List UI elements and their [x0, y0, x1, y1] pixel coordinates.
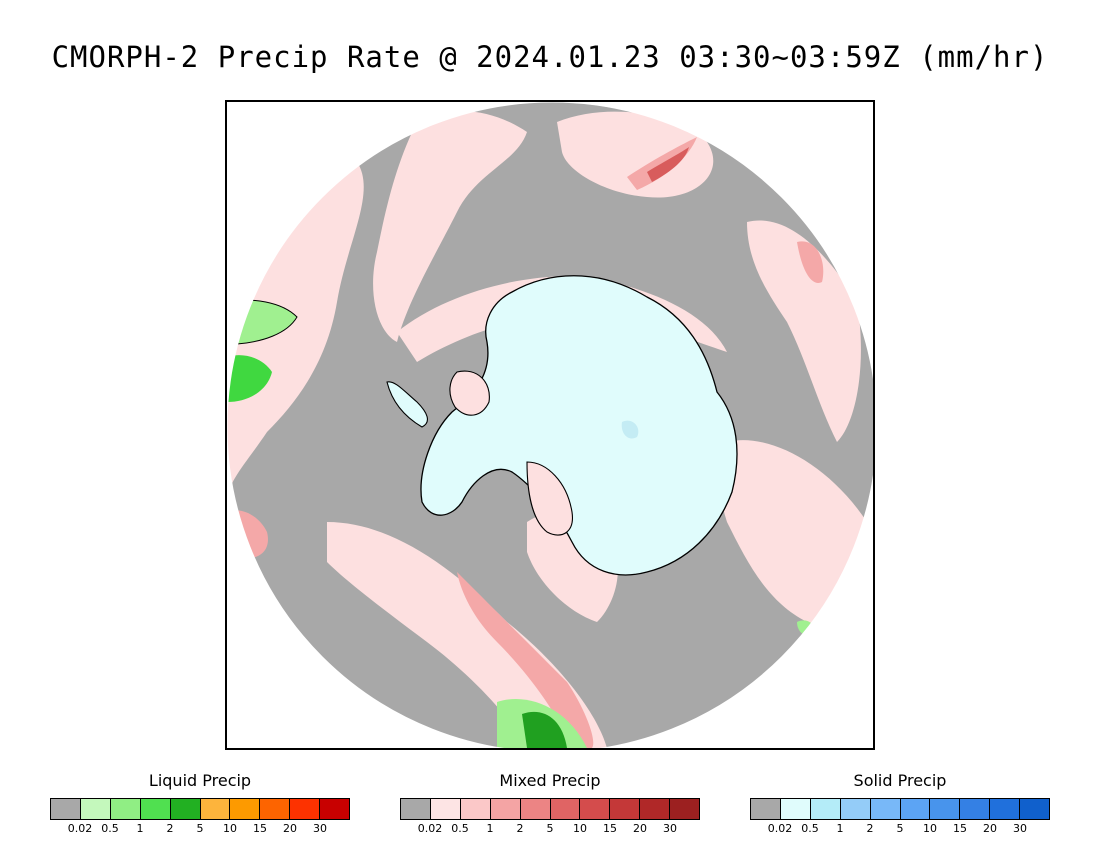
legend-liquid-ticks: 0.02 0.5 1 2 5 10 15 20 30: [50, 822, 350, 836]
legend-tick-label: 1: [836, 822, 844, 835]
legend-tick-label: 5: [546, 822, 554, 835]
legend-swatch-4: [870, 799, 901, 819]
legend-swatch-5: [200, 799, 231, 819]
legend-tick-label: 2: [166, 822, 174, 835]
legend-tick-label: 0.5: [801, 822, 819, 835]
mixed-precip-area-east: [719, 440, 869, 624]
legend-swatch-1: [430, 799, 461, 819]
mixed-precip-area-southwest-band: [327, 522, 607, 748]
mixed-precip-area-west: [227, 162, 364, 502]
legend-tick-label: 5: [896, 822, 904, 835]
legend-tick-label: 0.02: [767, 822, 793, 835]
map-globe: [227, 102, 873, 748]
legend-swatch-5: [550, 799, 581, 819]
legend-tick-label: 1: [486, 822, 494, 835]
legend-swatch-9: [670, 799, 700, 819]
legend-swatch-9: [320, 799, 350, 819]
legend-tick-label: 15: [253, 822, 267, 835]
legend-swatch-6: [930, 799, 961, 819]
liquid-precip-south-core: [522, 711, 567, 748]
legend-swatch-0: [401, 799, 431, 819]
legend-swatch-5: [900, 799, 931, 819]
legend-swatch-6: [230, 799, 261, 819]
legend-tick-label: 0.5: [101, 822, 119, 835]
legend-swatch-8: [640, 799, 671, 819]
legend-tick-label: 30: [663, 822, 677, 835]
mixed-precip-area-northeast: [747, 220, 861, 442]
legend-tick-label: 15: [953, 822, 967, 835]
legend-swatch-3: [840, 799, 871, 819]
legend-tick-label: 0.02: [417, 822, 443, 835]
polar-precip-map: [225, 100, 875, 750]
ross-sea-embayment: [526, 461, 573, 536]
legend-swatch-9: [1020, 799, 1050, 819]
legend-mixed-title: Mixed Precip: [499, 771, 601, 790]
mixed-precip-area-northwest: [373, 111, 527, 342]
weddell-sea-embayment: [449, 370, 490, 416]
legend-swatch-7: [260, 799, 291, 819]
mixed-precip-strong-east-patch: [797, 241, 824, 283]
legend-liquid-swatches: [50, 798, 350, 820]
legend-liquid-precip: Liquid Precip 0.02 0.5 1 2 5 10 15 20 30: [50, 770, 350, 836]
legend-swatch-2: [810, 799, 841, 819]
legend-swatch-4: [520, 799, 551, 819]
legend-swatch-0: [51, 799, 81, 819]
legend-tick-label: 10: [223, 822, 237, 835]
legend-solid-ticks: 0.02 0.5 1 2 5 10 15 20 30: [750, 822, 1050, 836]
mixed-precip-strong-southwest-band: [457, 572, 594, 748]
legend-swatch-6: [580, 799, 611, 819]
mixed-precip-area-north-swirl: [557, 111, 714, 198]
legend-swatch-7: [960, 799, 991, 819]
mixed-precip-heavy-north-core: [647, 147, 689, 182]
legend-tick-label: 30: [313, 822, 327, 835]
legend-swatch-0: [751, 799, 781, 819]
legend-tick-label: 10: [923, 822, 937, 835]
legend-swatch-1: [780, 799, 811, 819]
legend-solid-swatches: [750, 798, 1050, 820]
legend-swatch-7: [610, 799, 641, 819]
legend-tick-label: 20: [283, 822, 297, 835]
legend-tick-label: 20: [633, 822, 647, 835]
legend-tick-label: 5: [196, 822, 204, 835]
legend-mixed-precip: Mixed Precip 0.02 0.5 1 2 5 10 15 20 30: [400, 770, 700, 836]
legend-swatch-8: [290, 799, 321, 819]
legend-tick-label: 2: [866, 822, 874, 835]
legend-swatch-2: [460, 799, 491, 819]
antarctic-peninsula: [386, 381, 428, 428]
legend-swatch-8: [990, 799, 1021, 819]
legend-swatch-3: [490, 799, 521, 819]
legend-tick-label: 1: [136, 822, 144, 835]
legend-mixed-swatches: [400, 798, 700, 820]
legend-tick-label: 20: [983, 822, 997, 835]
legend-tick-label: 15: [603, 822, 617, 835]
legend-swatch-3: [140, 799, 171, 819]
liquid-precip-west: [227, 355, 272, 402]
legend-tick-label: 10: [573, 822, 587, 835]
legend-solid-title: Solid Precip: [853, 771, 947, 790]
legend-swatch-4: [170, 799, 201, 819]
legend-mixed-ticks: 0.02 0.5 1 2 5 10 15 20 30: [400, 822, 700, 836]
legend-liquid-title: Liquid Precip: [148, 771, 252, 790]
legend-tick-label: 2: [516, 822, 524, 835]
legend-tick-label: 30: [1013, 822, 1027, 835]
precip-map-canvas: [227, 102, 873, 748]
legend-swatch-2: [110, 799, 141, 819]
legend-tick-label: 0.02: [67, 822, 93, 835]
legend-swatch-1: [80, 799, 111, 819]
antarctica-ice-sheet: [420, 275, 738, 576]
legend-solid-precip: Solid Precip 0.02 0.5 1 2 5 10 15 20 30: [750, 770, 1050, 836]
legend-tick-label: 0.5: [451, 822, 469, 835]
ice-detail-east: [621, 420, 639, 439]
map-title: CMORPH-2 Precip Rate @ 2024.01.23 03:30~…: [51, 40, 1049, 74]
